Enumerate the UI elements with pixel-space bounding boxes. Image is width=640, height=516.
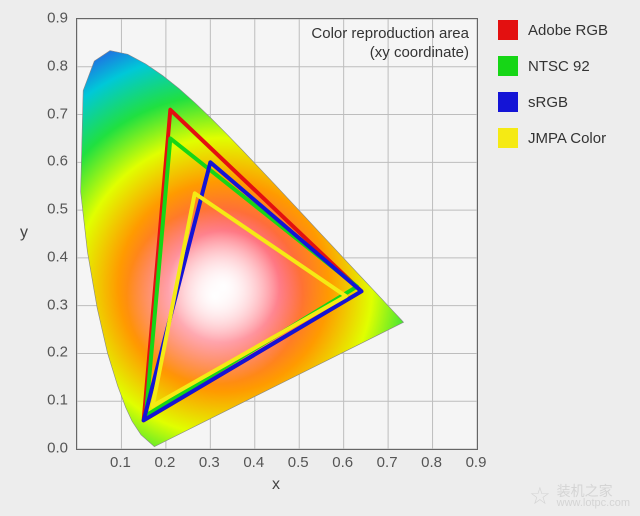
legend-item: NTSC 92 <box>498 56 626 76</box>
x-tick-label: 0.1 <box>110 454 131 471</box>
y-tick-label: 0.0 <box>38 440 68 457</box>
y-tick-label: 0.4 <box>38 248 68 265</box>
legend-swatch <box>498 128 518 148</box>
legend-swatch <box>498 56 518 76</box>
chart-title: Color reproduction area (xy coordinate) <box>311 25 469 63</box>
chart-title-line1: Color reproduction area <box>311 25 469 44</box>
y-tick-label: 0.3 <box>38 296 68 313</box>
star-icon: ☆ <box>529 485 551 509</box>
x-tick-label: 0.5 <box>288 454 309 471</box>
x-tick-label: 0.7 <box>377 454 398 471</box>
watermark: ☆ 装机之家 www.lotpc.com <box>529 484 630 510</box>
x-tick-label: 0.6 <box>332 454 353 471</box>
y-tick-label: 0.6 <box>38 153 68 170</box>
legend-label: JMPA Color <box>528 130 606 147</box>
legend: Adobe RGB NTSC 92 sRGB JMPA Color <box>498 20 626 164</box>
legend-label: Adobe RGB <box>528 22 608 39</box>
x-axis-title: x <box>272 476 280 494</box>
y-axis-title: y <box>20 224 28 242</box>
x-tick-label: 0.3 <box>199 454 220 471</box>
legend-swatch <box>498 92 518 112</box>
x-tick-label: 0.4 <box>243 454 264 471</box>
watermark-main: 装机之家 <box>557 484 630 499</box>
legend-item: sRGB <box>498 92 626 112</box>
legend-swatch <box>498 20 518 40</box>
y-tick-label: 0.5 <box>38 201 68 218</box>
x-tick-label: 0.8 <box>421 454 442 471</box>
watermark-sub: www.lotpc.com <box>557 498 630 510</box>
plot-area: Color reproduction area (xy coordinate) <box>76 18 478 450</box>
y-tick-label: 0.8 <box>38 57 68 74</box>
plot-svg <box>77 19 477 449</box>
x-tick-label: 0.9 <box>466 454 487 471</box>
legend-item: Adobe RGB <box>498 20 626 40</box>
y-tick-label: 0.2 <box>38 344 68 361</box>
chromaticity-chart: Color reproduction area (xy coordinate) … <box>0 0 640 516</box>
x-tick-label: 0.2 <box>154 454 175 471</box>
y-tick-label: 0.7 <box>38 105 68 122</box>
legend-label: NTSC 92 <box>528 58 590 75</box>
chart-title-line2: (xy coordinate) <box>311 44 469 63</box>
y-tick-label: 0.1 <box>38 392 68 409</box>
y-tick-label: 0.9 <box>38 10 68 27</box>
legend-label: sRGB <box>528 94 568 111</box>
legend-item: JMPA Color <box>498 128 626 148</box>
